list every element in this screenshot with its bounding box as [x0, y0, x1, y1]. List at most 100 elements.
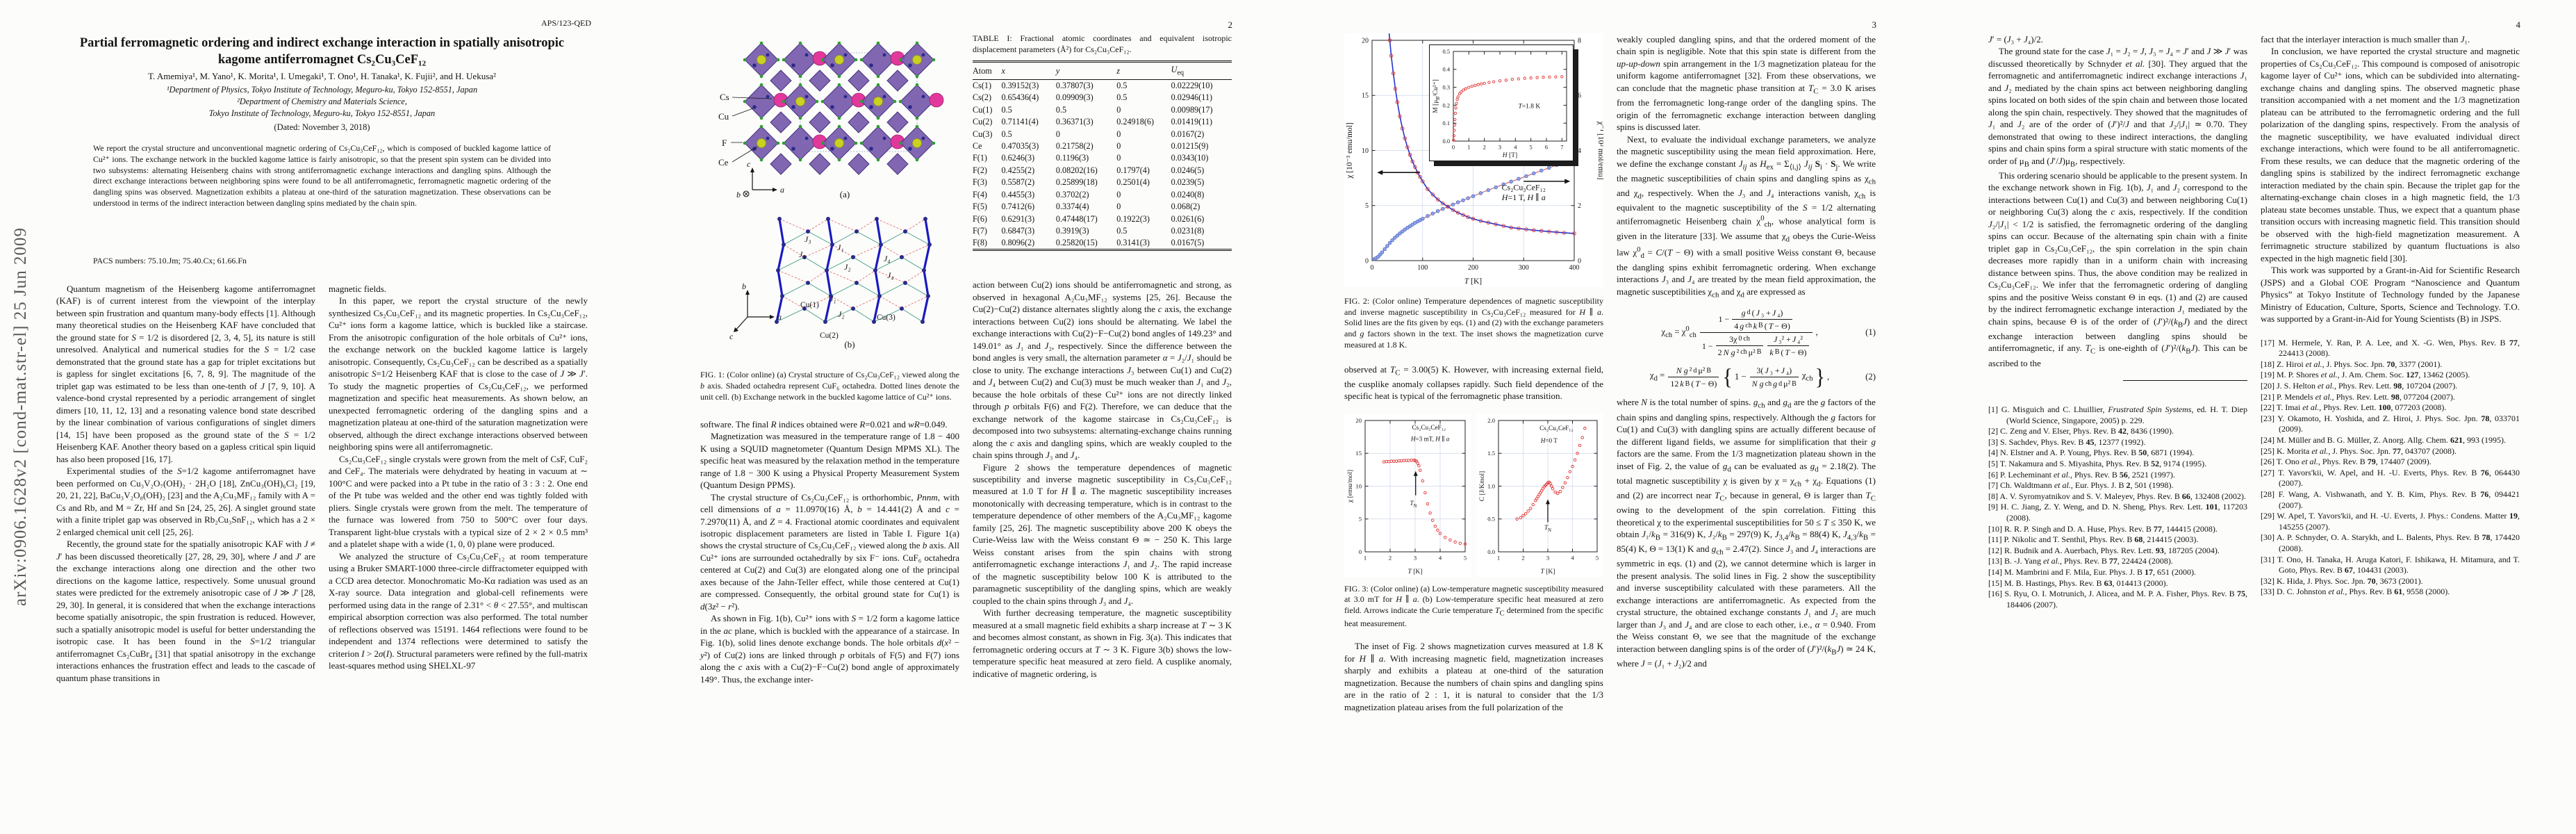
page4-column-1: J′ = (J₃ + J₄)/2. The ground state for th… [1988, 33, 2247, 610]
table-row: Cs(2) 0.65436(4) 0.09909(3) 0.5 0.02946(11) [973, 92, 1232, 104]
svg-text:15: 15 [1355, 450, 1362, 457]
eq2-right-brace: } [1815, 364, 1825, 390]
table-cell: F(1) [973, 153, 987, 163]
series-chi [1387, 38, 1576, 236]
paragraph: Figure 2 shows the temperature dependenc… [973, 461, 1232, 606]
table-cell: 0.39152(3) [1001, 81, 1039, 91]
figure-1-caption: FIG. 1: (Color online) (a) Crystal struc… [700, 370, 959, 402]
affiliation-3: Tokyo Institute of Technology, Meguro-ku… [208, 108, 436, 118]
label-ce: Ce [718, 157, 729, 167]
svg-text:0: 0 [1359, 548, 1362, 555]
affiliation-1: ¹Department of Physics, Tokyo Institute … [166, 85, 478, 95]
svg-text:χ [10⁻³ emu/mol]: χ [10⁻³ emu/mol] [1346, 122, 1354, 179]
panel-b-label: (b) [844, 339, 854, 350]
svg-text:0: 0 [1365, 257, 1369, 265]
svg-text:H [T]: H [T] [1502, 152, 1517, 159]
svg-text:4: 4 [1514, 144, 1517, 150]
svg-text:20: 20 [1362, 37, 1369, 44]
axis-b-label-b: b [742, 281, 746, 291]
table-cell: 0.0261(6) [1171, 213, 1205, 224]
bibliography-rule [2122, 380, 2247, 382]
svg-text:T=1.8 K: T=1.8 K [1519, 103, 1541, 110]
table-cell: 0.3141(3) [1116, 238, 1150, 248]
table-row: Cu(1) 0.5 0.5 0 0.00989(17) [973, 104, 1232, 115]
table-cell: 0 [1116, 153, 1121, 163]
svg-text:H=1 T, H ∥ a: H=1 T, H ∥ a [1501, 193, 1546, 202]
reference-item: [33] D. C. Johnston et al., Phys. Rev. B… [2261, 587, 2450, 597]
reference-item: [31] T. Ono, H. Tanaka, H. Aruga Katori,… [2261, 554, 2520, 575]
table-row: Cs(1) 0.39152(3) 0.37807(3) 0.5 0.02229(10) [973, 79, 1232, 92]
series-chi-fit [1387, 24, 1575, 234]
axis-a-arrowhead-b [770, 315, 775, 319]
table-cell: 0.0240(8) [1171, 189, 1205, 199]
table-cell: 0.5 [1001, 104, 1012, 115]
svg-text:6: 6 [1545, 144, 1548, 150]
page1-column-1: Quantum magnetism of the Heisenberg kago… [56, 283, 315, 684]
table-1-caption: TABLE I: Fractional atomic coordinates a… [973, 33, 1232, 54]
svg-text:5: 5 [1530, 144, 1533, 150]
paragraph: action between Cu(2) ions should be anti… [973, 279, 1232, 461]
axis-b-symbol [743, 190, 750, 197]
author-list: T. Amemiya¹, M. Yano¹, K. Morita¹, I. Um… [148, 71, 496, 81]
table-cell: 0.01419(11) [1171, 117, 1213, 127]
table-row: Cu(3) 0.5 0 0 0.0167(2) [973, 128, 1232, 140]
table-row: F(6) 0.6291(3) 0.47448(17) 0.1922(3) 0.0261(… [973, 213, 1232, 224]
svg-text:1: 1 [1497, 554, 1500, 561]
reference-item: [15] M. B. Hastings, Phys. Rev. B 63, 01… [1988, 578, 2168, 588]
figure-3-caption: FIG. 3: (Color online) (a) Low-temperatu… [1344, 583, 1604, 628]
svg-text:5: 5 [1596, 554, 1599, 561]
j2-label: J₂ [844, 262, 851, 272]
table-cell: Cu(3) [973, 129, 993, 139]
page4-column-2: fact that the interlayer interaction is … [2261, 33, 2520, 598]
page-3: 3 0 100 200 300 400 0 5 10 15 20 0 2 4 6 8 T [K] χ [10⁻³… [1288, 0, 1933, 834]
svg-text:2: 2 [1578, 202, 1581, 210]
table-cell: 0.4255(2) [1001, 165, 1035, 175]
table-cell: 0 [1116, 141, 1121, 152]
table-cell: 0.1196(3) [1055, 153, 1089, 163]
table-cell: 0.25899(18) [1055, 177, 1098, 188]
svg-text:200: 200 [1468, 264, 1478, 272]
axis-b-arrowhead-b [745, 290, 750, 295]
paper-title: Partial ferromagnetic ordering and indir… [79, 36, 565, 67]
chart-svg: 1 2 3 4 5 0.0 0.5 1.0 1.5 2.0 T [K] C [J/Kmol] Cs₂Cu… [1478, 417, 1599, 575]
table-cell: 0.5 [1116, 225, 1128, 236]
octahedra-pattern [743, 41, 944, 175]
table-column-header: z [1116, 61, 1171, 80]
table-cell: F(5) [973, 202, 987, 212]
reference-item: [12] R. Budnik and A. Auerbach, Phys. Re… [1988, 545, 2220, 555]
paragraph: With further decreasing temperature, the… [973, 607, 1232, 679]
table-cell: Cs(2) [973, 92, 992, 103]
paragraph: weakly coupled dangling spins, and that … [1617, 34, 1876, 133]
chart-svg: 1 2 3 4 5 0 5 10 15 20 T [K] χ [emu/mol] Cs₂Cu₃CeF₁₂… [1346, 417, 1467, 575]
svg-text:10: 10 [1355, 482, 1362, 489]
svg-text:1.5: 1.5 [1487, 450, 1495, 457]
svg-text:Cs₂Cu₃CeF₁₂: Cs₂Cu₃CeF₁₂ [1539, 425, 1574, 432]
exchange-network [775, 217, 932, 324]
eq2-number: (2) [1865, 372, 1876, 382]
table-cell: 0.25820(15) [1055, 238, 1098, 248]
svg-text:4: 4 [1571, 554, 1574, 561]
table-cell: 0.47035(3) [1001, 141, 1039, 152]
paragraph: Cs₂Cu₃CeF₁₂ single crystals were grown f… [329, 453, 588, 550]
eq2-frac2-n: 3(J ₃ + J ₄) [1749, 365, 1799, 378]
table-cell: 0.02229(10) [1171, 81, 1213, 91]
reference-list-1: [1] G. Misguich and C. Lhuillier, Frustr… [1988, 404, 2247, 610]
table-cell: 0.5 [1055, 104, 1067, 115]
table-cell: 0.21758(2) [1055, 141, 1093, 152]
eq1-tail: , [1815, 327, 1818, 337]
label-cs: Cs [720, 92, 729, 102]
svg-text:TN: TN [1410, 500, 1417, 509]
svg-text:100: 100 [1417, 264, 1428, 272]
svg-text:2.0: 2.0 [1487, 417, 1495, 424]
svg-text:H=0 T: H=0 T [1540, 437, 1558, 444]
label-f: F [722, 138, 727, 148]
svg-text:M [μB/Cu²⁺]: M [μB/Cu²⁺] [1433, 79, 1441, 113]
svg-text:10: 10 [1362, 147, 1369, 155]
eq2-lhs: χd = [1649, 370, 1665, 383]
figure-3a-chart: 1 2 3 4 5 0 5 10 15 20 T [K] χ [emu/mol] Cs₂Cu₃CeF₁₂… [1344, 413, 1471, 577]
table-cell: 0.08202(16) [1055, 165, 1098, 175]
page-number: 4 [2516, 19, 2521, 30]
svg-text:0.1: 0.1 [1443, 120, 1450, 126]
